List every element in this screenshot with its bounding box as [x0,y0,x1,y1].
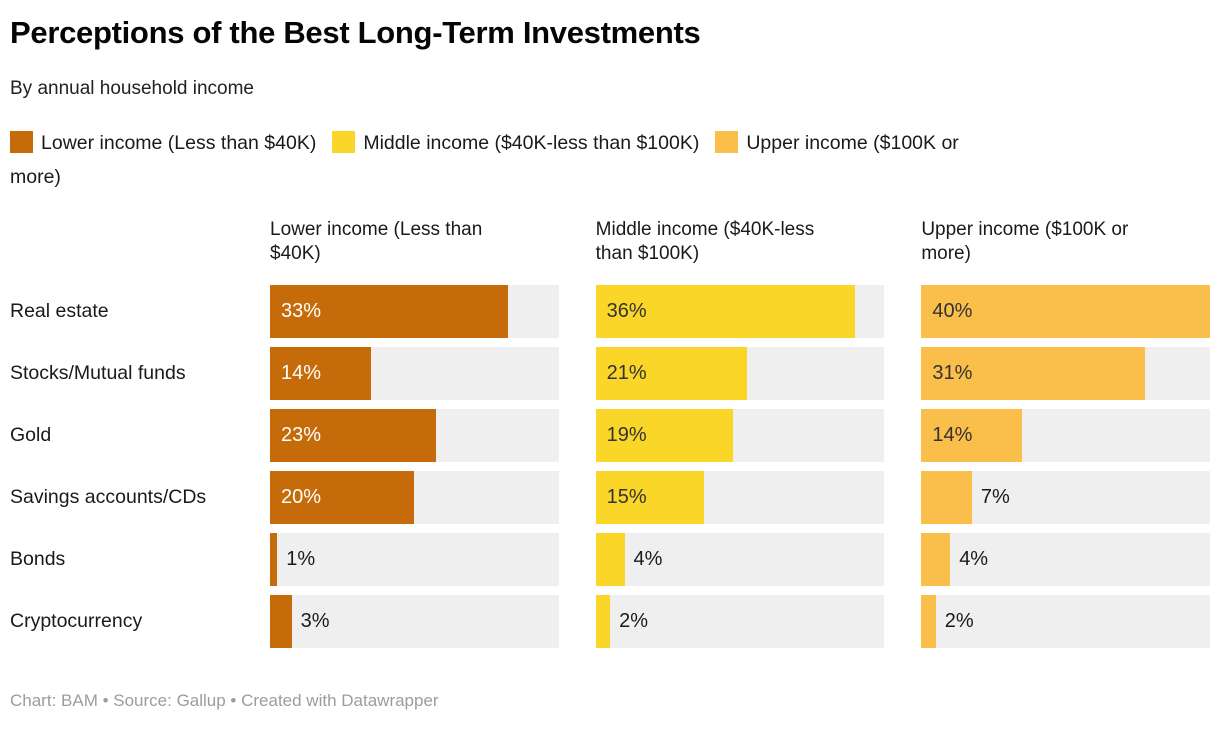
bar-track: 7% [921,471,1210,525]
value-label: 1% [286,548,316,571]
value-label: 15% [606,486,647,509]
bar-track: 36% [595,285,885,339]
value-label: 7% [980,486,1010,509]
bar-track: 14% [270,347,559,401]
column-header-middle-income: Middle income ($40K-less than $100K) [595,219,815,265]
value-label: 3% [300,610,330,633]
bar-track: 15% [595,471,885,525]
bar [270,533,278,587]
value-label: 31% [932,362,973,385]
bar-track: 14% [921,409,1210,463]
bar-track: 40% [921,285,1210,339]
bar: 21% [595,347,748,401]
legend-swatch-upper-income [715,131,739,154]
value-label: 4% [959,548,989,571]
bar-track: 4% [595,533,885,587]
column-header-lower-income: Lower income (Less than $40K) [270,219,483,265]
value-label: 23% [281,424,322,447]
bar: 40% [921,285,1210,339]
chart-rows: Real estate 33% 36% 40% Stocks/Mutual funds 1… [10,285,1210,649]
bar: 14% [921,409,1023,463]
value-label: 2% [619,610,648,633]
column-header-spacer [10,218,233,266]
bar-track: 1% [270,533,559,587]
value-label: 19% [606,424,647,447]
row-label: Cryptocurrency [10,610,143,633]
bar [921,533,951,587]
row-label: Real estate [10,300,109,323]
bar-track: 23% [270,409,559,463]
value-label: 2% [944,610,974,633]
bar: 19% [595,409,733,463]
value-label: 14% [281,362,322,385]
value-label: 33% [281,300,322,323]
legend-label-lower-income: Lower income (Less than $40K) [41,132,317,155]
value-label: 4% [633,548,663,571]
bar-chart: Lower income (Less than $40K) Middle inc… [10,218,1210,649]
legend-item-lower-income: Lower income (Less than $40K) [10,131,317,155]
bar: 14% [270,347,372,401]
value-label: 40% [932,300,973,323]
row-label: Bonds [10,548,66,571]
bar: 20% [270,471,415,525]
bar [921,471,972,525]
bar [595,533,625,587]
value-label: 21% [606,362,647,385]
legend-swatch-lower-income [10,131,33,154]
value-label: 20% [281,486,322,509]
bar [270,595,292,649]
bar-track: 4% [921,533,1210,587]
bar-track: 19% [595,409,885,463]
column-headers: Lower income (Less than $40K) Middle inc… [10,218,1210,266]
bar-track: 2% [595,595,885,649]
value-label: 36% [606,300,647,323]
bar: 15% [595,471,704,525]
legend-item-middle-income: Middle income ($40K-less than $100K) [332,131,700,155]
bar-track: 2% [921,595,1210,649]
row-label: Gold [10,424,52,447]
row-label: Savings accounts/CDs [10,486,207,509]
column-header-upper-income: Upper income ($100K or more) [921,219,1129,265]
value-label: 14% [932,424,973,447]
bar [595,595,611,649]
legend-label-middle-income: Middle income ($40K-less than $100K) [363,132,700,155]
bar [921,595,936,649]
bar-track: 20% [270,471,559,525]
chart-subtitle: By annual household income [10,78,255,100]
chart-title: Perceptions of the Best Long-Term Invest… [10,15,701,50]
legend-label-upper-income: Upper income ($100K or more) [10,132,959,189]
bar: 33% [270,285,509,339]
bar: 36% [595,285,856,339]
legend-item-upper-income: Upper income ($100K or more) [10,131,959,189]
bar-track: 21% [595,347,885,401]
bar: 31% [921,347,1146,401]
bar-track: 31% [921,347,1210,401]
bar-track: 33% [270,285,559,339]
attribution: Chart: BAM • Source: Gallup • Created wi… [10,691,439,711]
bar: 23% [270,409,436,463]
bar-track: 3% [270,595,559,649]
legend: Lower income (Less than $40K) Middle inco… [10,126,1020,194]
legend-swatch-middle-income [332,131,356,154]
row-label: Stocks/Mutual funds [10,362,186,385]
